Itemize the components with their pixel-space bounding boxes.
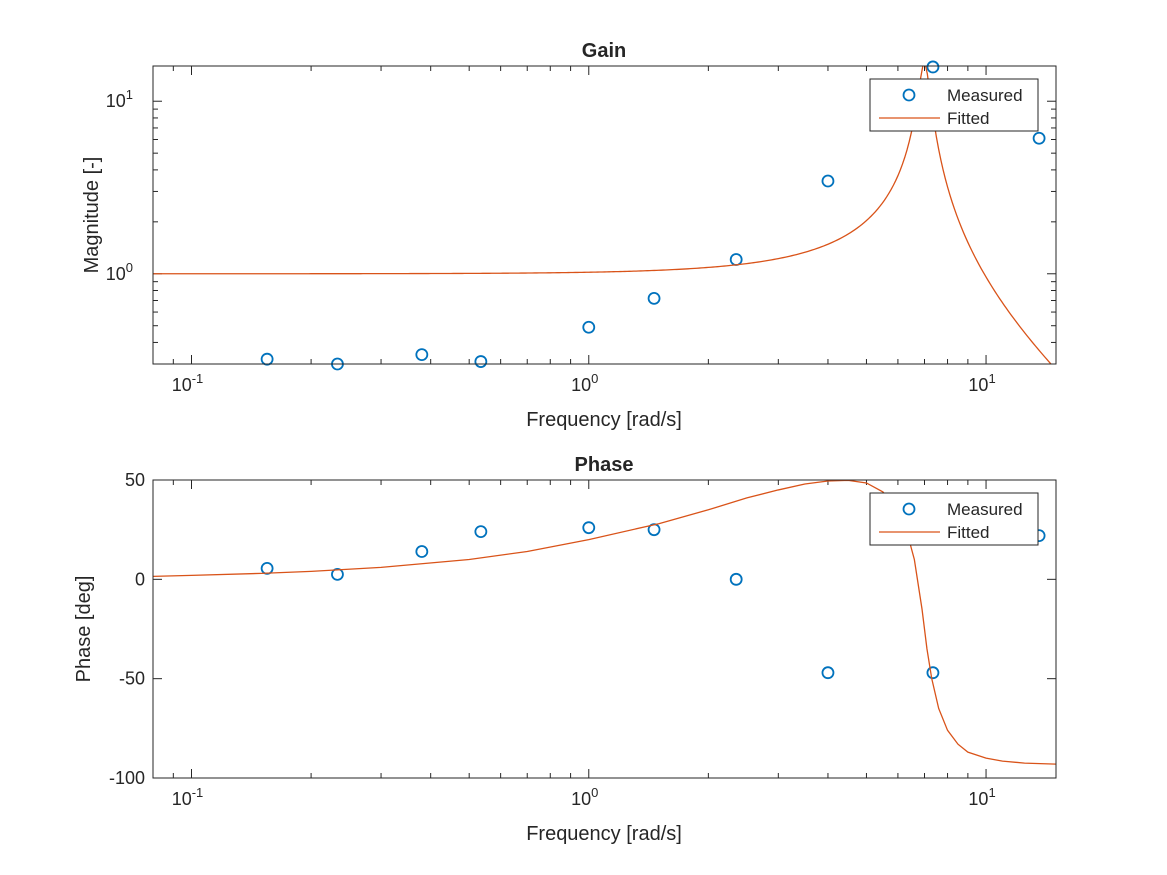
measured-point [474,525,488,539]
measured-point [415,348,429,362]
phase-legend-measured-marker [902,502,916,516]
y-tick-label: 50 [125,470,145,490]
gain-x-axis-label: Frequency [rad/s] [526,409,682,431]
phase-axes-box [152,479,1057,779]
y-tick-label: -50 [119,669,145,689]
gain-y-axis-label: Magnitude [-] [81,157,103,274]
y-tick-label: 100 [106,260,133,284]
x-tick-label: 101 [968,785,995,809]
phase-y-axis-label: Phase [deg] [73,576,95,683]
fitted-line [153,480,1056,765]
measured-point [729,572,743,586]
measured-point [926,60,940,74]
measured-point [331,567,344,581]
x-tick-label: 10-1 [172,785,204,809]
gain-legend-measured-label: Measured [947,86,1023,105]
x-tick-label: 101 [968,371,995,395]
phase-plot-content [153,480,1056,765]
measured-point [260,352,274,366]
phase-legend-box [869,492,1039,546]
gain-legend-fitted-label: Fitted [947,109,990,128]
measured-point [647,291,661,305]
phase-legend-fitted-label: Fitted [947,523,990,542]
fitted-line [153,66,1052,364]
phase-tick-labels: 10-1 100 101 50 0 -50 -100 [109,470,996,809]
gain-plot-content [153,60,1052,371]
measured-point [821,666,835,680]
measured-point [582,320,596,334]
phase-legend[interactable]: Measured Fitted [869,492,1039,546]
y-tick-label: -100 [109,768,145,788]
measured-point [582,521,596,535]
gain-legend-box [869,78,1039,132]
gain-legend[interactable]: Measured Fitted [869,78,1039,132]
x-tick-label: 10-1 [172,371,204,395]
measured-point [926,666,940,680]
phase-legend-measured-label: Measured [947,500,1023,519]
measured-point [260,562,274,575]
measured-point [821,174,835,188]
measured-point [474,355,488,368]
gain-legend-measured-marker [902,88,916,102]
measured-point [1032,131,1046,145]
phase-x-axis-label: Frequency [rad/s] [526,823,682,845]
x-tick-label: 100 [571,371,598,395]
gain-axes-box [152,65,1057,365]
phase-axes: 10-1 100 101 50 0 -50 -100 Phase Frequency [ra… [73,454,1057,845]
measured-point [415,545,429,558]
phase-title: Phase [575,454,634,476]
gain-title: Gain [582,40,626,62]
gain-tick-marks [152,66,1056,365]
y-tick-label: 101 [106,87,133,111]
x-tick-label: 100 [571,785,598,809]
gain-tick-labels: 10-1 100 101 100 101 [106,87,996,395]
y-tick-label: 0 [135,569,145,589]
